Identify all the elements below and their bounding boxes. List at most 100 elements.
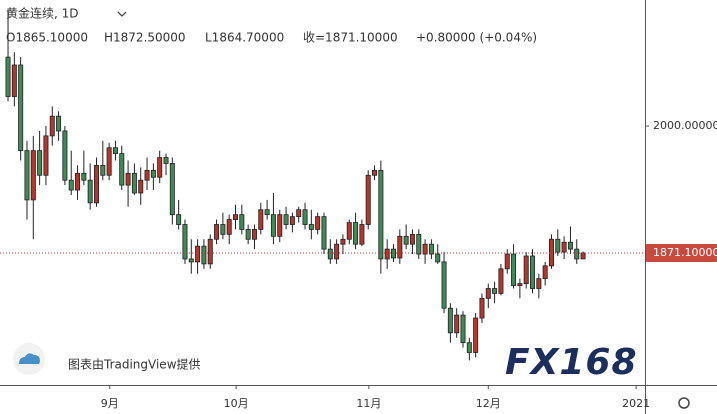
candle-body [296,209,302,218]
candle-body [384,248,390,260]
candle-body [138,179,144,194]
candle-body [327,248,333,260]
watermark: FX168 [505,342,638,383]
candle-body [315,216,321,230]
last-price-label: 1871.10000 [653,246,717,259]
chevron[interactable] [117,11,127,17]
candle-body [5,56,11,97]
candle-body [340,238,346,245]
ohlc-legend: O1865.10000 H1872.50000 L1864.70000 收=1871.… [6,31,537,45]
candle-body [498,268,504,294]
candle-body [523,255,529,284]
candle-body [233,214,239,220]
candle-body [289,216,295,225]
candle-body [93,165,99,204]
candle-body [131,172,137,194]
candle-body [485,288,491,299]
candle-body [264,209,270,216]
candle-body [346,222,352,240]
candle-body [555,238,561,253]
candle-body [441,261,447,309]
candle-body [220,224,226,235]
candle-body [435,253,441,263]
candle-body [163,157,169,164]
candle-body [397,235,403,259]
candle-body [409,233,415,245]
symbol-title[interactable]: 黄金连续, 1D [6,6,79,21]
candle-body [87,179,93,204]
candle-body [195,245,201,263]
candle-body [226,219,232,235]
candle-body [321,216,327,250]
candle-body [119,153,125,186]
candle-body [542,265,548,280]
candle-body [106,147,112,176]
x-tick-label: 11月 [356,397,381,410]
candle-body [567,241,573,250]
candle-body [251,229,257,240]
candle-body [11,64,17,97]
candle-body [144,169,150,181]
candle-body [239,214,245,230]
candle-body [492,288,498,294]
ohlc-value: L1864.70000 [205,31,284,45]
candle-body [359,224,365,245]
candle-body [378,169,384,260]
x-tick-label: 9月 [101,397,119,410]
candle-body [169,163,175,216]
candle-body [454,314,460,334]
candle-body [81,172,87,181]
candle-body [334,243,340,260]
x-tick-label: 10月 [224,397,249,410]
candle-body [308,224,314,230]
candle-body [207,238,213,265]
candle-body [390,248,396,259]
candle-body [157,157,163,178]
candle-body [580,252,586,260]
last-price-box [646,243,717,262]
candle-body [277,214,283,237]
candle-body [270,214,276,237]
candle-body [460,314,466,344]
candle-body [49,115,55,137]
settings-icon[interactable] [678,397,690,409]
candle-body [302,209,308,225]
candle-body [245,229,251,240]
candle-body [18,64,24,152]
candle-body [188,258,194,263]
candle-body [258,209,264,230]
candle-body [43,135,49,176]
candle-body [68,179,74,191]
candle-body [353,222,359,245]
candle-body [511,253,517,286]
attribution[interactable]: 图表由TradingView提供 [68,357,201,372]
x-tick-label: 12月 [476,397,501,410]
candle-body [517,283,523,286]
plot-area [5,9,586,361]
candle-body [182,224,188,260]
candle-body [125,172,131,186]
candle-body [466,342,472,353]
x-tick-label: 2021 [622,397,650,410]
candle-body [536,278,542,289]
candle-body [201,245,207,265]
candle-body [422,243,428,255]
candle-body [447,307,453,334]
candle-body [372,169,378,176]
candle-body [416,233,422,255]
candle-body [150,169,156,178]
candle-body [479,297,485,319]
candle-body [403,235,409,245]
candle-body [574,248,580,260]
candle-body [30,150,36,201]
candle-body [428,243,434,255]
candle-body [561,241,567,253]
candle-body [176,214,182,225]
candle-body [283,214,289,225]
candle-body [504,253,510,270]
ohlc-value: +0.80000 (+0.04%) [416,31,537,45]
ohlc-value: O1865.10000 [6,31,88,45]
candle-body [62,130,68,181]
